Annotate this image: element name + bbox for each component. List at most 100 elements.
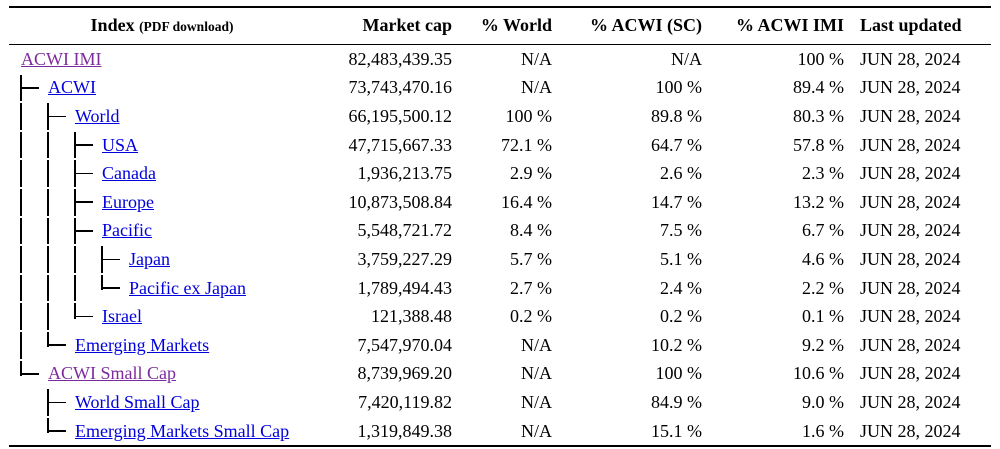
pct-world-cell: N/A: [521, 48, 552, 69]
index-link[interactable]: Japan: [129, 248, 170, 269]
pct-acwi-sc-cell: 64.7 %: [651, 134, 702, 155]
pct-acwi-imi-cell: 4.6 %: [802, 248, 844, 269]
table-row: World 66,195,500.12 100 % 89.8 % 80.3 % JUN 2…: [9, 102, 991, 131]
col-header-last-updated: Last updated: [844, 7, 991, 45]
index-link[interactable]: ACWI: [48, 77, 96, 98]
index-cell: ACWI: [9, 74, 315, 103]
table-body: ACWI IMI 82,483,439.35 N/A N/A 100 % JUN 28, …: [9, 45, 991, 447]
index-cell: Emerging Markets Small Cap: [9, 417, 315, 447]
index-cell: World Small Cap: [9, 388, 315, 417]
tree-prefix: ACWI IMI: [19, 45, 315, 74]
tree-branch-glyph: [19, 74, 46, 103]
tree-bar-glyph: [73, 274, 100, 303]
index-cell: Pacific: [9, 217, 315, 246]
market-cap-cell: 82,483,439.35: [348, 48, 453, 69]
pct-world-cell: 8.4 %: [510, 220, 552, 241]
table-row: Pacific 5,548,721.72 8.4 % 7.5 % 6.7 % JUN 28…: [9, 217, 991, 246]
pct-world-cell: N/A: [521, 77, 552, 98]
tree-last-glyph: [19, 360, 46, 389]
col-header-pct-acwi-sc: % ACWI (SC): [552, 7, 702, 45]
index-table: Index (PDF download) Market cap % World …: [9, 6, 991, 448]
tree-branch-glyph: [73, 217, 100, 246]
market-cap-cell: 1,789,494.43: [357, 277, 453, 298]
last-updated-cell: JUN 28, 2024: [860, 334, 961, 355]
index-link[interactable]: ACWI IMI: [21, 48, 102, 69]
index-cell: World: [9, 102, 315, 131]
tree-bar-glyph: [19, 217, 46, 246]
pct-acwi-sc-cell: 84.9 %: [651, 391, 702, 412]
pct-world-cell: N/A: [521, 391, 552, 412]
tree-bar-glyph: [46, 188, 73, 217]
market-cap-cell: 1,319,849.38: [357, 420, 453, 441]
last-updated-cell: JUN 28, 2024: [860, 306, 961, 327]
tree-last-glyph: [46, 417, 73, 446]
index-link[interactable]: Emerging Markets: [75, 334, 210, 355]
index-link[interactable]: Israel: [102, 306, 142, 327]
index-cell: Pacific ex Japan: [9, 274, 315, 303]
index-cell: Emerging Markets: [9, 331, 315, 360]
index-link[interactable]: USA: [102, 134, 139, 155]
index-link[interactable]: ACWI Small Cap: [48, 363, 176, 384]
table-row: ACWI Small Cap 8,739,969.20 N/A 100 % 10.6 %…: [9, 360, 991, 389]
table-row: Pacific ex Japan 1,789,494.43 2.7 % 2.4 % 2.…: [9, 274, 991, 303]
tree-bar-glyph: [46, 131, 73, 160]
tree-prefix: Europe: [19, 188, 315, 217]
pct-world-cell: 5.7 %: [510, 248, 552, 269]
pct-acwi-sc-cell: 14.7 %: [651, 191, 702, 212]
index-link[interactable]: Canada: [102, 163, 156, 184]
index-link[interactable]: Pacific: [102, 220, 152, 241]
tree-branch-glyph: [46, 388, 73, 417]
table-row: Emerging Markets 7,547,970.04 N/A 10.2 % 9.2…: [9, 331, 991, 360]
pct-world-cell: N/A: [521, 363, 552, 384]
index-link[interactable]: World: [75, 105, 120, 126]
tree-prefix: World: [19, 102, 315, 131]
pct-acwi-imi-cell: 0.1 %: [802, 306, 844, 327]
tree-bar-glyph: [19, 331, 46, 360]
tree-branch-glyph: [73, 159, 100, 188]
pct-world-cell: 72.1 %: [501, 134, 552, 155]
pct-acwi-imi-cell: 57.8 %: [793, 134, 844, 155]
tree-bar-glyph: [19, 131, 46, 160]
pct-acwi-imi-cell: 10.6 %: [793, 363, 844, 384]
pct-acwi-imi-cell: 13.2 %: [793, 191, 844, 212]
tree-last-glyph: [46, 331, 73, 360]
index-cell: Europe: [9, 188, 315, 217]
pct-acwi-sc-cell: 0.2 %: [660, 306, 702, 327]
market-cap-cell: 7,420,119.82: [358, 391, 452, 412]
last-updated-cell: JUN 28, 2024: [860, 220, 961, 241]
index-link[interactable]: World Small Cap: [75, 391, 200, 412]
index-link[interactable]: Pacific ex Japan: [129, 277, 246, 298]
pct-acwi-imi-cell: 9.0 %: [802, 391, 844, 412]
pct-world-cell: 0.2 %: [510, 306, 552, 327]
table-row: ACWI 73,743,470.16 N/A 100 % 89.4 % JUN 28, 2…: [9, 74, 991, 103]
market-cap-cell: 1,936,213.75: [357, 163, 453, 184]
pct-acwi-sc-cell: 2.6 %: [660, 163, 702, 184]
tree-branch-glyph: [73, 188, 100, 217]
pct-acwi-imi-cell: 2.3 %: [802, 163, 844, 184]
tree-bar-glyph: [46, 274, 73, 303]
pct-acwi-sc-cell: 100 %: [655, 363, 703, 384]
last-updated-cell: JUN 28, 2024: [860, 105, 961, 126]
pct-acwi-imi-cell: 9.2 %: [802, 334, 844, 355]
tree-bar-glyph: [19, 102, 46, 131]
tree-prefix: Emerging Markets: [19, 331, 315, 360]
table-row: Emerging Markets Small Cap 1,319,849.38 N/…: [9, 417, 991, 447]
market-cap-cell: 8,739,969.20: [357, 363, 453, 384]
tree-bar-glyph: [19, 188, 46, 217]
index-cell: ACWI Small Cap: [9, 360, 315, 389]
header-row: Index (PDF download) Market cap % World …: [9, 7, 991, 45]
pct-acwi-imi-cell: 100 %: [797, 48, 845, 69]
last-updated-cell: JUN 28, 2024: [860, 363, 961, 384]
market-cap-cell: 66,195,500.12: [348, 105, 453, 126]
index-link[interactable]: Europe: [102, 191, 154, 212]
tree-prefix: Israel: [19, 302, 315, 331]
col-header-market-cap: Market cap: [315, 7, 452, 45]
tree-prefix: ACWI: [19, 74, 315, 103]
tree-prefix: ACWI Small Cap: [19, 360, 315, 389]
last-updated-cell: JUN 28, 2024: [860, 48, 961, 69]
index-link[interactable]: Emerging Markets Small Cap: [75, 420, 290, 441]
tree-prefix: Emerging Markets Small Cap: [19, 417, 315, 446]
tree-prefix: USA: [19, 131, 315, 160]
table-row: Canada 1,936,213.75 2.9 % 2.6 % 2.3 % JUN 28,…: [9, 159, 991, 188]
